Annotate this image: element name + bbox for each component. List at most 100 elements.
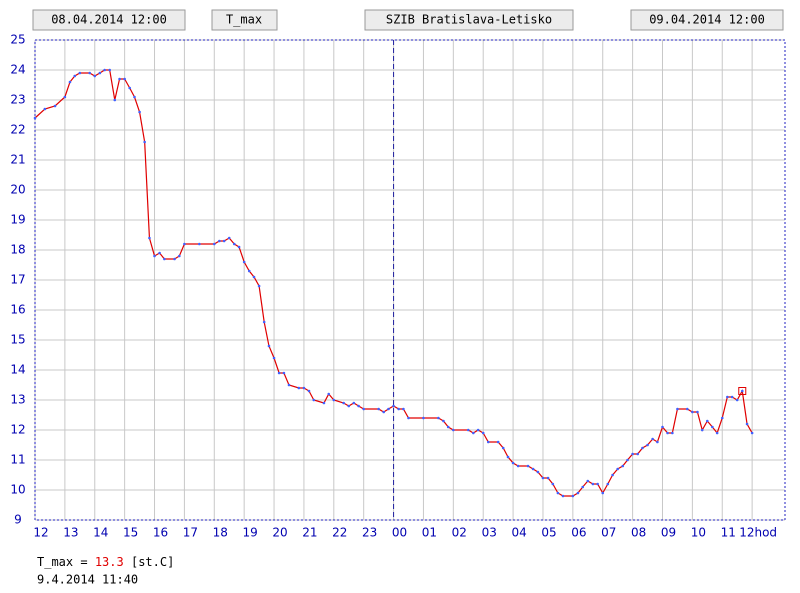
x-tick-label: 00: [392, 526, 407, 540]
header-box: [32, 9, 186, 31]
x-tick-label: 14: [93, 526, 108, 540]
readout-value: 13.3: [95, 555, 124, 569]
grid: [34, 39, 785, 521]
y-tick-label: 25: [10, 33, 25, 47]
y-tick-label: 19: [10, 213, 25, 227]
point: [745, 422, 749, 426]
point: [501, 446, 505, 450]
point: [387, 407, 390, 411]
y-tick-label: 17: [10, 273, 25, 287]
point: [481, 431, 485, 435]
point: [397, 407, 400, 411]
point: [73, 74, 77, 78]
point: [486, 440, 490, 444]
point: [402, 407, 405, 411]
point: [720, 416, 724, 420]
point: [715, 431, 719, 435]
y-tick-label: 20: [10, 183, 25, 197]
point: [616, 467, 619, 471]
point: [631, 452, 634, 456]
point: [138, 110, 141, 114]
point: [685, 407, 689, 411]
header: 08.04.2014 12:00 T_max SZIB Bratislava-L…: [32, 9, 784, 31]
point: [312, 398, 316, 402]
point: [740, 389, 744, 393]
point: [297, 386, 301, 390]
point: [93, 74, 97, 78]
point: [407, 416, 410, 420]
point: [68, 80, 72, 84]
y-tick-label: 23: [10, 93, 25, 107]
point: [302, 386, 306, 390]
point: [551, 482, 555, 486]
point: [541, 476, 545, 480]
point: [347, 404, 351, 408]
point: [233, 242, 236, 246]
readout-name: T_max: [37, 555, 73, 569]
variable: T_max: [226, 13, 262, 27]
readout-time: 9.4.2014 11:40: [37, 573, 138, 587]
x-tick-label: 23: [362, 526, 377, 540]
x-tick-label: 05: [541, 526, 556, 540]
point: [601, 491, 605, 495]
point: [661, 425, 664, 429]
point: [511, 461, 515, 465]
x-tick-label: 21: [302, 526, 317, 540]
x-tick-label: 13: [63, 526, 78, 540]
point: [526, 464, 530, 468]
point: [561, 494, 565, 498]
point: [163, 257, 166, 261]
x-tick-label: 03: [482, 526, 497, 540]
readout: T_max = 13.3 [st.C]: [37, 555, 174, 569]
point: [153, 254, 156, 258]
x-tick-label: 07: [601, 526, 616, 540]
point: [252, 275, 256, 279]
point: [108, 68, 112, 72]
point: [362, 407, 365, 411]
x-tick-label: 09: [661, 526, 676, 540]
x-tick-label: 15: [123, 526, 138, 540]
point: [696, 410, 699, 414]
point: [596, 482, 599, 486]
point: [531, 467, 535, 471]
point: [342, 401, 345, 405]
y-tick-label: 22: [10, 123, 25, 137]
point: [466, 428, 470, 432]
point: [711, 425, 714, 429]
plot: [33, 68, 754, 498]
point: [536, 470, 540, 474]
point: [158, 251, 161, 255]
point: [606, 482, 610, 486]
header-box: [364, 9, 574, 31]
point: [43, 107, 47, 111]
point: [133, 95, 136, 99]
x-tick-label: 10: [691, 526, 706, 540]
point: [113, 98, 117, 102]
y-tick-label: 13: [10, 393, 25, 407]
point: [446, 425, 450, 429]
point: [735, 398, 739, 402]
point: [621, 464, 625, 468]
readout-marker: [738, 387, 747, 395]
point: [247, 269, 251, 273]
header-box: [211, 9, 278, 31]
point: [277, 371, 281, 375]
point: [392, 404, 395, 408]
point: [178, 254, 181, 258]
point: [352, 401, 356, 405]
x-tick-label: 04: [511, 526, 526, 540]
point: [472, 431, 475, 435]
point: [357, 404, 360, 408]
point: [591, 482, 595, 486]
point: [586, 479, 590, 483]
x-tick-label: 19: [243, 526, 258, 540]
x-tick-label: 08: [631, 526, 646, 540]
x-tick-label: 20: [272, 526, 287, 540]
point: [700, 428, 704, 432]
point: [676, 407, 679, 411]
y-tick-label: 16: [10, 303, 25, 317]
point: [442, 419, 445, 423]
point: [282, 371, 286, 375]
point: [636, 452, 639, 456]
